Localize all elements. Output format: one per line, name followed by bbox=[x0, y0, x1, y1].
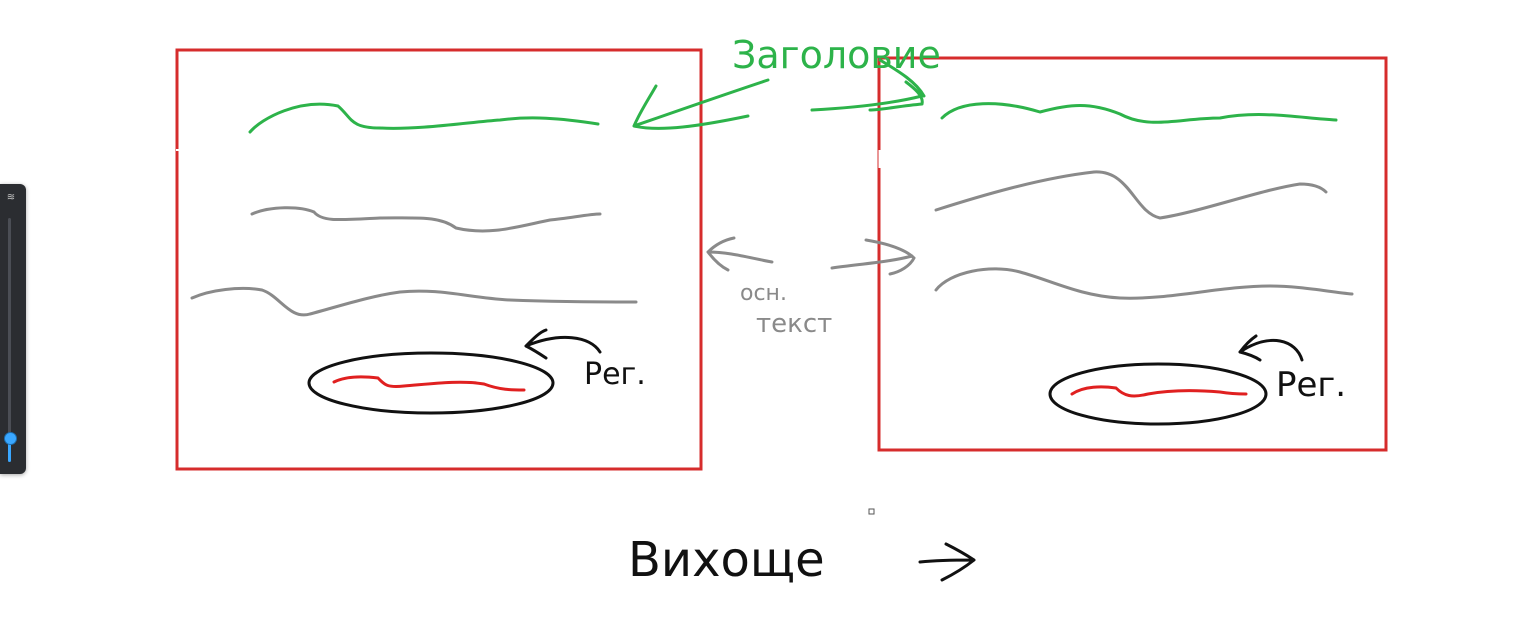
left-frame bbox=[175, 48, 703, 471]
right-heading-scribble bbox=[940, 102, 1338, 124]
stroke-tool-panel[interactable]: ≋ bbox=[0, 184, 26, 474]
right-body-line-1 bbox=[934, 170, 1328, 220]
main-text-arrow bbox=[706, 236, 916, 276]
left-region-arrow bbox=[524, 328, 602, 360]
main-text-label-line2: текст bbox=[756, 309, 832, 339]
stroke-width-icon[interactable]: ≋ bbox=[6, 192, 16, 203]
right-region-arrow bbox=[1238, 334, 1304, 362]
left-body-line-1 bbox=[250, 206, 602, 233]
left-body-line-2 bbox=[190, 286, 638, 317]
stroke-slider-fill bbox=[8, 434, 11, 462]
right-body-line-2 bbox=[934, 267, 1354, 300]
right-region-scribble bbox=[1070, 385, 1248, 398]
right-region-ellipse bbox=[1048, 362, 1268, 426]
left-region-ellipse bbox=[307, 351, 555, 415]
right-frame bbox=[877, 56, 1388, 452]
small-handle-mark bbox=[868, 508, 875, 515]
left-heading-scribble bbox=[248, 102, 600, 134]
heading-arrow-right bbox=[810, 58, 926, 112]
headings-label: Заголовие bbox=[732, 33, 941, 77]
output-label: Вихоще bbox=[628, 532, 825, 588]
main-text-label-line1: осн. bbox=[740, 281, 787, 306]
stroke-slider-thumb[interactable] bbox=[4, 432, 17, 445]
left-region-scribble bbox=[332, 375, 526, 392]
output-arrow bbox=[918, 542, 976, 582]
region-label-left: Рег. bbox=[584, 357, 646, 392]
stroke-slider-track[interactable] bbox=[8, 218, 11, 462]
region-label-right: Рег. bbox=[1276, 365, 1346, 405]
heading-arrow-left bbox=[632, 78, 770, 130]
